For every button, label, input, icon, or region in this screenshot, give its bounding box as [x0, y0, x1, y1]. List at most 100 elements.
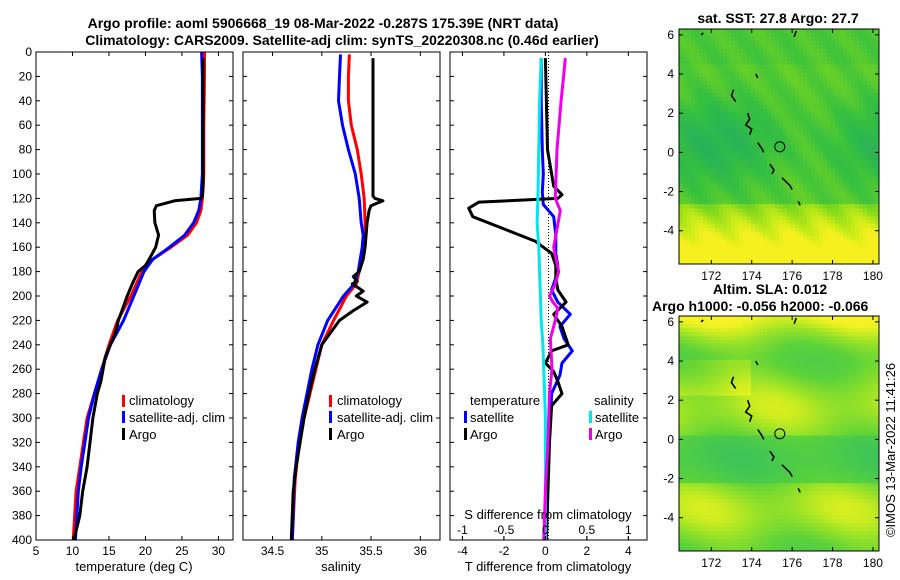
heatmap-cell: [791, 192, 796, 197]
heatmap-cell: [691, 483, 696, 488]
heatmap-cell: [823, 176, 828, 181]
heatmap-cell: [835, 176, 840, 181]
heatmap-cell: [719, 491, 724, 496]
heatmap-cell: [727, 148, 732, 153]
heatmap-cell: [715, 212, 720, 217]
heatmap-cell: [731, 236, 736, 241]
heatmap-cell: [795, 359, 800, 365]
heatmap-cell: [695, 104, 700, 110]
heatmap-cell: [775, 327, 780, 333]
heatmap-cell: [771, 459, 776, 464]
heatmap-cell: [851, 216, 856, 221]
heatmap-cell: [759, 383, 764, 389]
heatmap-cell: [875, 128, 879, 133]
heatmap-cell: [691, 527, 696, 532]
heatmap-cell: [735, 132, 740, 137]
heatmap-cell: [835, 48, 840, 54]
heatmap-cell: [831, 96, 836, 102]
heatmap-cell: [727, 487, 732, 492]
heatmap-cell: [763, 148, 768, 153]
heatmap-cell: [695, 148, 700, 153]
heatmap-cell: [747, 327, 752, 333]
heatmap-cell: [867, 76, 872, 82]
heatmap-cell: [683, 355, 688, 361]
heatmap-cell: [827, 132, 832, 137]
heatmap-cell: [707, 204, 712, 209]
heatmap-cell: [703, 176, 708, 181]
heatmap-cell: [723, 387, 728, 393]
heatmap-cell: [767, 491, 772, 496]
heatmap-cell: [771, 84, 776, 90]
heatmap-cell: [807, 212, 812, 217]
heatmap-cell: [787, 144, 792, 149]
heatmap-cell: [751, 240, 756, 245]
heatmap-cell: [763, 260, 768, 264]
heatmap-cell: [703, 511, 708, 516]
heatmap-cell: [807, 204, 812, 209]
heatmap-cell: [707, 459, 712, 464]
heatmap-cell: [779, 108, 784, 114]
heatmap-cell: [715, 387, 720, 393]
heatmap-cell: [803, 208, 808, 213]
heatmap-cell: [799, 64, 804, 70]
heatmap-cell: [743, 260, 748, 264]
heatmap-cell: [799, 96, 804, 102]
heatmap-cell: [727, 112, 732, 118]
heatmap-cell: [791, 447, 796, 452]
heatmap-cell: [779, 495, 784, 500]
heatmap-cell: [795, 331, 800, 337]
heatmap-cell: [739, 539, 744, 544]
heatmap-cell: [771, 403, 776, 409]
heatmap-cell: [719, 327, 724, 333]
y-tick-label: 380: [12, 509, 32, 523]
heatmap-cell: [767, 88, 772, 94]
heatmap-cell: [827, 84, 832, 90]
heatmap-cell: [839, 140, 844, 145]
heatmap-cell: [859, 80, 864, 86]
heatmap-cell: [803, 168, 808, 173]
heatmap-cell: [763, 327, 768, 333]
heatmap-cell: [827, 96, 832, 102]
heatmap-cell: [707, 172, 712, 177]
heatmap-cell: [787, 319, 792, 325]
heatmap-cell: [695, 256, 700, 261]
heatmap-cell: [875, 88, 879, 94]
heatmap-cell: [779, 367, 784, 373]
heatmap-cell: [731, 511, 736, 516]
heatmap-cell: [703, 104, 708, 110]
heatmap-cell: [803, 36, 808, 42]
heatmap-cell: [751, 244, 756, 249]
heatmap-cell: [719, 112, 724, 118]
heatmap-cell: [695, 367, 700, 373]
heatmap-cell: [875, 132, 879, 137]
heatmap-cell: [823, 184, 828, 189]
heatmap-cell: [719, 335, 724, 341]
heatmap-cell: [843, 100, 848, 106]
heatmap-cell: [827, 104, 832, 110]
heatmap-cell: [703, 212, 708, 217]
heatmap-cell: [723, 531, 728, 536]
heatmap-cell: [707, 116, 712, 122]
heatmap-cell: [715, 491, 720, 496]
heatmap-cell: [707, 192, 712, 197]
heatmap-cell: [763, 240, 768, 245]
heatmap-cell: [815, 212, 820, 217]
heatmap-cell: [747, 431, 752, 436]
heatmap-cell: [791, 84, 796, 90]
heatmap-cell: [779, 419, 784, 424]
heatmap-cell: [759, 539, 764, 544]
heatmap-cell: [851, 184, 856, 189]
heatmap-cell: [691, 343, 696, 349]
heatmap-cell: [771, 423, 776, 428]
heatmap-cell: [707, 543, 712, 548]
heatmap-cell: [679, 256, 684, 261]
heatmap-cell: [743, 499, 748, 504]
heatmap-cell: [711, 72, 716, 78]
heatmap-cell: [707, 164, 712, 169]
heatmap-cell: [719, 240, 724, 245]
heatmap-cell: [687, 339, 692, 345]
heatmap-cell: [807, 64, 812, 70]
heatmap-cell: [847, 212, 852, 217]
heatmap-cell: [751, 395, 756, 401]
heatmap-cell: [715, 48, 720, 54]
